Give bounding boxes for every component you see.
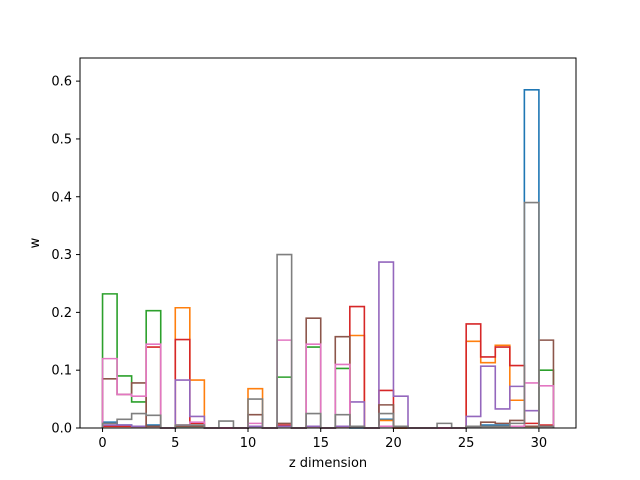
y-axis: 0.0 0.1 0.2 0.3 0.4 0.5 0.6 <box>51 75 80 437</box>
x-tick-label: 30 <box>531 436 548 451</box>
x-tick-label: 10 <box>240 436 257 451</box>
series-2-step <box>101 293 555 429</box>
x-tick-label: 20 <box>385 436 402 451</box>
y-tick-label: 0.3 <box>51 248 72 263</box>
y-tick-label: 0.0 <box>51 422 72 437</box>
x-axis: 0 5 10 15 20 25 30 <box>98 428 547 451</box>
y-tick-label: 0.1 <box>51 364 72 379</box>
series-1-step <box>101 306 555 429</box>
series-layer <box>101 88 555 429</box>
series-6-step <box>101 339 555 429</box>
series-4-step <box>101 261 555 429</box>
y-tick-label: 0.2 <box>51 306 72 321</box>
series-3-step <box>101 305 555 429</box>
x-tick-label: 0 <box>98 436 106 451</box>
plot-frame <box>79 57 577 429</box>
series-0-step <box>101 88 555 429</box>
x-tick-label: 25 <box>458 436 475 451</box>
y-tick-label: 0.4 <box>51 190 72 205</box>
y-axis-label: w <box>28 237 43 248</box>
series-5-step <box>101 317 555 429</box>
x-tick-label: 15 <box>312 436 329 451</box>
x-axis-label: z dimension <box>289 456 367 471</box>
y-tick-label: 0.5 <box>51 132 72 147</box>
x-tick-label: 5 <box>171 436 179 451</box>
series-7-step <box>101 201 555 429</box>
y-tick-label: 0.6 <box>51 75 72 90</box>
